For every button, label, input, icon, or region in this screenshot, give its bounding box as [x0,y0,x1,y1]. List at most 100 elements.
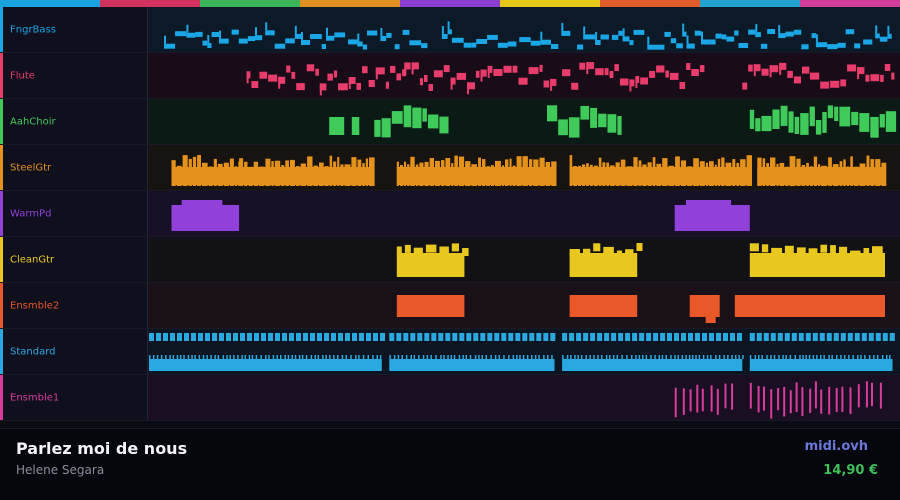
note [351,117,360,135]
note [494,355,497,359]
note [447,355,449,359]
note [665,355,667,359]
note [633,29,645,35]
note [210,355,212,359]
note [411,62,419,70]
channel-color-bar [0,0,900,7]
note [665,70,669,78]
note [859,113,870,132]
note [350,355,352,359]
note [691,355,694,359]
note [490,355,492,359]
note [875,25,878,34]
note [413,355,416,359]
note [796,247,806,256]
note [170,333,175,341]
note [674,333,679,341]
note [793,76,801,84]
note [795,382,798,412]
song-info-footer: Parlez moi de nous Helene Segara midi.ov… [0,428,900,500]
note [540,39,551,45]
note [233,355,235,359]
note [865,74,870,82]
track-row[interactable]: Flute [0,53,900,99]
track-row[interactable]: SteelGtr [0,145,900,191]
note [362,66,368,74]
color-segment [300,0,400,7]
note [870,74,880,82]
note [839,106,851,127]
note [539,64,543,72]
artist-name: Helene Segara [16,463,105,477]
note [787,70,793,78]
note [462,355,464,359]
note [334,32,346,38]
note [828,355,830,359]
note [348,77,356,84]
note [451,37,464,43]
note [654,355,656,359]
note [519,37,531,43]
note [758,355,760,359]
track-row[interactable]: AahChoir [0,99,900,145]
track-row[interactable]: Ensmble1 [0,375,900,421]
note [755,24,758,33]
note [424,333,430,341]
note [691,69,699,76]
note [390,65,396,73]
note [405,355,408,359]
note [284,355,286,359]
note [865,381,868,408]
note [169,355,171,359]
note [686,43,695,49]
note [753,64,761,72]
note [291,71,296,79]
note [237,355,239,359]
note [699,65,705,73]
note [742,355,744,359]
note [447,21,450,30]
note [669,72,679,80]
note [317,355,320,359]
site-link[interactable]: midi.ovh [804,439,868,454]
note [595,32,598,40]
note [543,333,549,341]
note [219,30,221,39]
note [857,67,860,80]
track-list: FngrBass Flute AahChoir SteelGtr WarmPd Clean… [0,7,900,428]
track-row[interactable]: Standard [0,329,900,375]
note [820,355,822,359]
note [551,355,553,359]
track-row[interactable]: Ensmble2 [0,283,900,329]
track-row[interactable]: FngrBass [0,7,900,53]
note [749,109,755,129]
track-row[interactable]: CleanGtr [0,237,900,283]
note [310,34,322,39]
note [480,333,486,341]
note [543,355,545,359]
note [543,80,550,88]
note [632,333,638,341]
note [884,64,891,71]
note [212,333,217,341]
note [501,333,507,341]
note [462,248,469,256]
note [840,79,847,87]
note [450,355,453,359]
note [769,65,772,78]
note [487,333,493,341]
note-roll [396,295,885,323]
note [629,40,634,46]
note [149,359,382,371]
note [852,355,854,359]
note [616,250,623,259]
note [723,355,725,359]
note [426,355,429,359]
note [474,355,477,359]
note [246,71,249,84]
note [871,382,873,407]
track-row[interactable]: WarmPd [0,191,900,237]
note [715,355,717,359]
note [325,355,327,359]
note [550,78,557,86]
